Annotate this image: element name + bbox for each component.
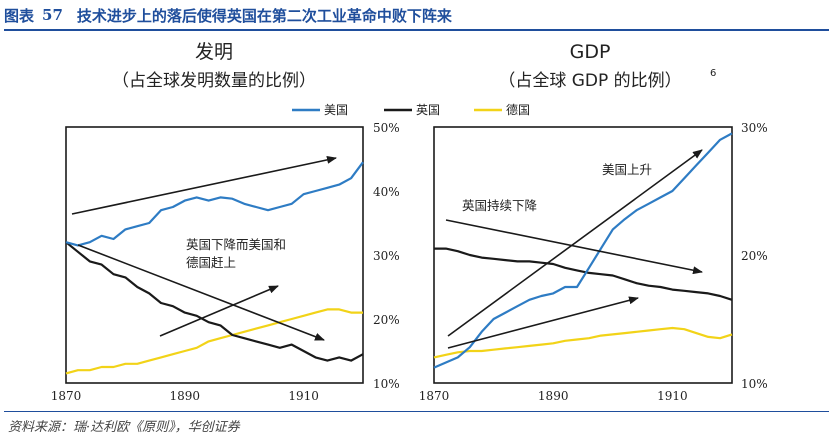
y-tick-label: 20% [373,313,400,327]
y-tick-label: 30% [373,249,400,263]
figure-header: 图表 57 技术进步上的落后使得英国在第二次工业革命中败下阵来 [4,2,829,28]
legend-label: 德国 [506,102,530,117]
chart-title: 发明 [195,41,233,63]
series-line-us [65,161,364,247]
x-tick-label: 1910 [288,389,319,403]
chart-subtitle: （占全球发明数量的比例） [112,71,316,91]
x-tick-label: 1890 [538,389,569,403]
gdp-chart: GDP （占全球 GDP 的比例） 6 30% 20% 10% 1870 1890 1910 美国… [419,41,768,403]
legend-item: 德国 [474,102,530,117]
y-tick-label: 50% [373,121,400,135]
x-tick-label: 1870 [419,389,450,403]
annotation-text: 英国下降而美国和 [186,237,286,252]
chart-title: GDP [570,41,611,63]
trend-arrow [71,155,337,215]
header-rule [4,29,829,31]
annotation-text: 德国赶上 [186,255,236,270]
x-tick-label: 1910 [657,389,688,403]
y-tick-label: 40% [373,185,400,199]
legend-item: 美国 [292,103,348,117]
trend-arrow [159,285,279,337]
y-tick-label: 30% [741,121,768,135]
figure-title: 技术进步上的落后使得英国在第二次工业革命中败下阵来 [76,6,452,25]
annotation-text: 英国持续下降 [462,198,538,213]
y-tick-label: 10% [741,377,768,391]
invention-chart: 发明 （占全球发明数量的比例） 50% 40% 30% 20% 10% 1870 1890 191… [51,41,400,403]
series-line-uk [434,247,733,301]
series-line-germany [433,326,733,359]
footer-rule [4,411,829,412]
source-note: 资料来源：瑞·达利欧《原则》，华创证券 [8,420,240,435]
x-tick-label: 1870 [51,389,82,403]
plot-frame [433,126,733,384]
series-line-germany [65,308,363,375]
legend-label: 英国 [416,103,440,117]
legend: 美国 英国 德国 [292,102,530,117]
figure-number: 57 [42,6,63,24]
series-line-us [433,132,733,369]
x-tick-label: 1890 [170,389,201,403]
annotation-text: 美国上升 [602,162,652,177]
subtitle-superscript: 6 [710,68,716,79]
trend-arrow [77,244,325,341]
y-tick-label: 20% [741,249,768,263]
chart-subtitle: （占全球 GDP 的比例） [498,71,681,91]
trend-arrow [447,296,639,349]
trend-arrow [445,219,703,275]
legend-label: 美国 [324,103,348,117]
plot-frame [65,126,364,384]
series-line-uk [65,241,364,362]
trend-arrow [447,149,703,337]
y-tick-label: 10% [373,377,400,391]
figure-label: 图表 [4,6,35,25]
legend-item: 英国 [384,103,440,117]
